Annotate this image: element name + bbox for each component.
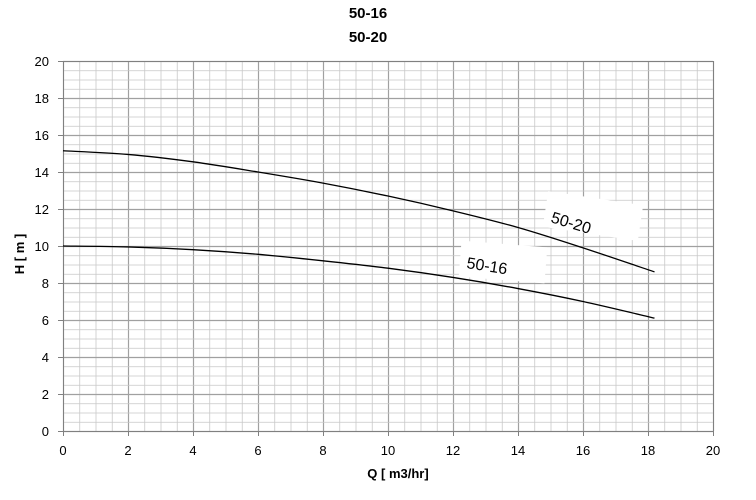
x-tick-label: 10 [381, 443, 395, 458]
y-axis-title: H [ m ] [12, 234, 27, 274]
y-tick-label: 20 [35, 54, 49, 69]
curve-label-patch [458, 240, 548, 284]
x-tick-label: 16 [576, 443, 590, 458]
y-tick-label: 8 [42, 276, 49, 291]
axes: 0 2 4 6 8 10 12 14 16 18 20 0 2 4 6 8 10 12 14 16 18 20 [35, 54, 721, 458]
y-tick-label: 12 [35, 202, 49, 217]
x-tick-label: 4 [189, 443, 196, 458]
x-tick-label: 0 [59, 443, 66, 458]
x-tick-label: 14 [511, 443, 525, 458]
y-tick-label: 18 [35, 91, 49, 106]
x-tick-label: 2 [124, 443, 131, 458]
y-tick-label: 10 [35, 239, 49, 254]
curve-label-patch [542, 191, 644, 241]
x-tick-label: 6 [254, 443, 261, 458]
chart-title: 50-16 [349, 5, 387, 22]
x-tick-label: 12 [446, 443, 460, 458]
y-tick-label: 2 [42, 387, 49, 402]
series-line-50-20 [62, 150, 655, 273]
x-axis-title: Q [ m3/hr] [367, 466, 428, 481]
y-tick-label: 14 [35, 165, 49, 180]
curve-label-50-16: 50-16 [465, 255, 508, 278]
series-line-50-16 [62, 245, 655, 319]
x-tick-label: 20 [706, 443, 720, 458]
grid [62, 60, 715, 433]
y-tick-label: 16 [35, 128, 49, 143]
y-tick-label: 6 [42, 313, 49, 328]
series-group [62, 150, 655, 319]
x-tick-label: 8 [319, 443, 326, 458]
chart-subtitle: 50-20 [349, 29, 387, 46]
y-tick-label: 0 [42, 424, 49, 439]
y-tick-label: 4 [42, 350, 49, 365]
x-tick-label: 18 [641, 443, 655, 458]
